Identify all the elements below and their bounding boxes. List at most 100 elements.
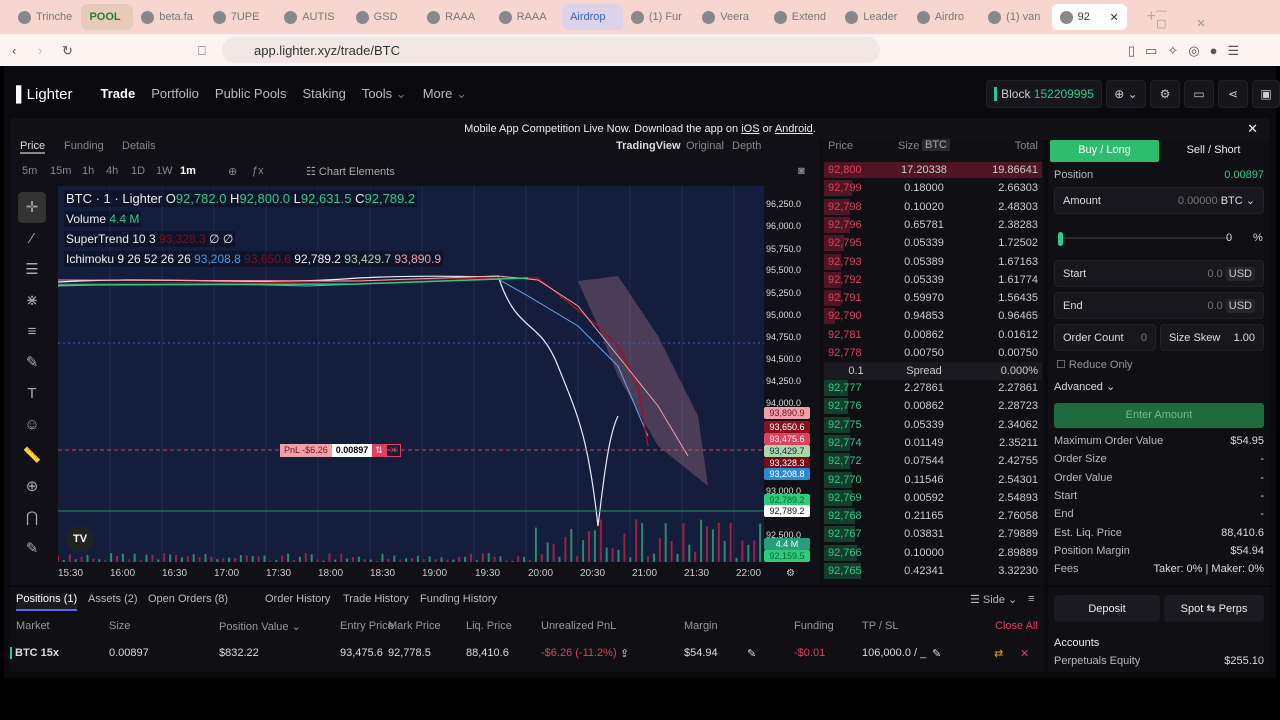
browser-tab[interactable]: Airdrop — [562, 4, 623, 30]
close-position-icon[interactable]: ✕ — [1020, 647, 1029, 660]
browser-tab[interactable]: RAAA — [419, 4, 490, 30]
bid-row[interactable]: 92,766 0.10000 2.89889 — [824, 544, 1042, 562]
back-icon[interactable]: ‹ — [12, 43, 16, 58]
nav-more[interactable]: More ⌄ — [423, 86, 467, 102]
bottom-tab[interactable]: Trade History — [343, 593, 409, 605]
language-button[interactable]: ⊕ ⌄ — [1106, 80, 1146, 108]
chart-elements-button[interactable]: ☷ Chart Elements — [306, 165, 395, 178]
spot-perps-transfer-button[interactable]: Spot ⇆ Perps — [1164, 595, 1264, 622]
edit-tpsl-icon[interactable]: ✎ — [932, 647, 941, 660]
browser-tab[interactable]: (1) van — [980, 4, 1051, 30]
close-all-button[interactable]: Close All — [995, 620, 1038, 632]
text-icon[interactable]: T — [18, 378, 46, 409]
new-tab-icon[interactable]: + — [1147, 8, 1156, 26]
bid-row[interactable]: 92,769 0.00592 2.54893 — [824, 489, 1042, 507]
bid-row[interactable]: 92,770 0.11546 2.54301 — [824, 471, 1042, 489]
fib-icon[interactable]: ≡ — [18, 316, 46, 347]
browser-tab[interactable]: Leader — [837, 4, 908, 30]
settings-button[interactable]: ⚙ — [1150, 80, 1180, 108]
extension-icons[interactable]: ▯▭✧◎●☰ — [1128, 43, 1249, 59]
browser-tab[interactable]: Airdro — [909, 4, 980, 30]
browser-tab[interactable]: RAAA — [491, 4, 562, 30]
browser-tab[interactable]: Veera — [694, 4, 765, 30]
chart-view-depth[interactable]: Depth — [732, 140, 761, 152]
browser-tab[interactable]: 7UPE — [205, 4, 276, 30]
ask-row[interactable]: 92,781 0.00862 0.01612 — [824, 326, 1042, 344]
bid-row[interactable]: 92,775 0.05339 2.34062 — [824, 416, 1042, 434]
timeframe-1D[interactable]: 1D — [131, 165, 145, 177]
nav-public-pools[interactable]: Public Pools — [215, 86, 287, 102]
timeframe-5m[interactable]: 5m — [22, 165, 37, 177]
advanced-toggle[interactable]: Advanced ⌄ — [1054, 380, 1115, 393]
bid-row[interactable]: 92,774 0.01149 2.35211 — [824, 434, 1042, 452]
browser-tab[interactable]: GSD — [348, 4, 419, 30]
order-count-input[interactable]: Order Count 0 — [1054, 324, 1156, 351]
pitchfork-icon[interactable]: ⋇ — [18, 285, 46, 316]
close-banner-icon[interactable]: ✕ — [1247, 118, 1258, 140]
sell-short-tab[interactable]: Sell / Short — [1159, 140, 1268, 162]
ios-link[interactable]: iOS — [741, 123, 759, 135]
tradingview-logo[interactable]: TV — [66, 526, 94, 552]
bottom-tab[interactable]: Assets (2) — [88, 593, 138, 605]
url-input[interactable]: app.lighter.xyz/trade/BTC — [222, 37, 880, 63]
logo[interactable]: ▌Lighter — [16, 86, 73, 103]
timeframe-15m[interactable]: 15m — [50, 165, 71, 177]
function-icon[interactable]: ƒx — [252, 165, 264, 177]
ask-row[interactable]: 92,792 0.05339 1.61774 — [824, 271, 1042, 289]
nav-portfolio[interactable]: Portfolio — [151, 86, 199, 102]
amount-slider[interactable] — [1058, 232, 1230, 244]
ask-row[interactable]: 92,778 0.00750 0.00750 — [824, 344, 1042, 362]
ask-row[interactable]: 92,796 0.65781 2.38283 — [824, 216, 1042, 234]
bottom-tab[interactable]: Open Orders (8) — [148, 593, 228, 605]
edit-margin-icon[interactable]: ✎ — [747, 647, 756, 660]
buy-long-tab[interactable]: Buy / Long — [1050, 140, 1159, 162]
ask-row[interactable]: 92,795 0.05339 1.72502 — [824, 234, 1042, 252]
zoom-icon[interactable]: ⊕ — [18, 471, 46, 502]
horizontal-lines-icon[interactable]: ☰ — [18, 254, 46, 285]
submit-order-button[interactable]: Enter Amount — [1054, 403, 1264, 428]
filter-icon[interactable]: ≡ — [1028, 593, 1034, 605]
ask-row[interactable]: 92,793 0.05389 1.67163 — [824, 253, 1042, 271]
browser-tab[interactable]: 92 ✕ — [1052, 4, 1127, 30]
side-filter[interactable]: ☰ Side ⌄ — [970, 593, 1017, 606]
ask-row[interactable]: 92,798 0.10020 2.48303 — [824, 198, 1042, 216]
price-chart[interactable]: BTC · 1 · Lighter O92,782.0 H92,800.0 L9… — [58, 186, 764, 562]
deposit-button[interactable]: Deposit — [1054, 595, 1160, 622]
brush-icon[interactable]: ✎ — [18, 347, 46, 378]
nav-trade[interactable]: Trade — [101, 86, 136, 102]
timeframe-1W[interactable]: 1W — [156, 165, 173, 177]
browser-tab[interactable]: (1) Fur — [623, 4, 694, 30]
browser-tab[interactable]: AUTIS — [276, 4, 347, 30]
bottom-tab[interactable]: Funding History — [420, 593, 497, 605]
crosshair-icon[interactable]: ✛ — [18, 192, 46, 223]
timeframe-4h[interactable]: 4h — [106, 165, 118, 177]
ask-row[interactable]: 92,800 17.20338 19.86641 — [824, 161, 1042, 179]
bid-row[interactable]: 92,776 0.00862 2.28723 — [824, 397, 1042, 415]
emoji-icon[interactable]: ☺ — [18, 409, 46, 440]
bid-row[interactable]: 92,767 0.03831 2.79889 — [824, 525, 1042, 543]
bid-row[interactable]: 92,768 0.21165 2.76058 — [824, 507, 1042, 525]
browser-tab[interactable]: beta.fa — [133, 4, 204, 30]
bid-row[interactable]: 92,765 0.42341 3.32230 — [824, 562, 1042, 580]
column-header[interactable]: Position Value ⌄ — [219, 620, 301, 633]
bookmark-icon[interactable]: ⎕ — [198, 43, 206, 59]
ask-row[interactable]: 92,790 0.94853 0.96465 — [824, 307, 1042, 325]
bid-row[interactable]: 92,777 2.27861 2.27861 — [824, 379, 1042, 397]
timeframe-1h[interactable]: 1h — [82, 165, 94, 177]
forward-icon[interactable]: › — [38, 43, 42, 58]
bottom-tab[interactable]: Positions (1) — [16, 593, 77, 611]
ask-row[interactable]: 92,791 0.59970 1.56435 — [824, 289, 1042, 307]
close-tab-icon[interactable]: ✕ — [1109, 11, 1118, 24]
nav-staking[interactable]: Staking — [302, 86, 345, 102]
bid-row[interactable]: 92,772 0.07544 2.42755 — [824, 452, 1042, 470]
ask-row[interactable]: 92,799 0.18000 2.66303 — [824, 179, 1042, 197]
reload-icon[interactable]: ↻ — [62, 43, 73, 59]
chart-tab-funding[interactable]: Funding — [64, 140, 104, 152]
reverse-position-icon[interactable]: ⇄ — [994, 647, 1003, 660]
nav-tools[interactable]: Tools ⌄ — [362, 86, 407, 102]
trendline-icon[interactable]: ⁄ — [18, 223, 46, 254]
end-price-input[interactable]: End 0.0 USD — [1054, 292, 1264, 319]
android-link[interactable]: Android — [775, 123, 813, 135]
magnet-icon[interactable]: ⋂ — [18, 502, 46, 533]
chart-view-tradingview[interactable]: TradingView — [616, 140, 681, 152]
